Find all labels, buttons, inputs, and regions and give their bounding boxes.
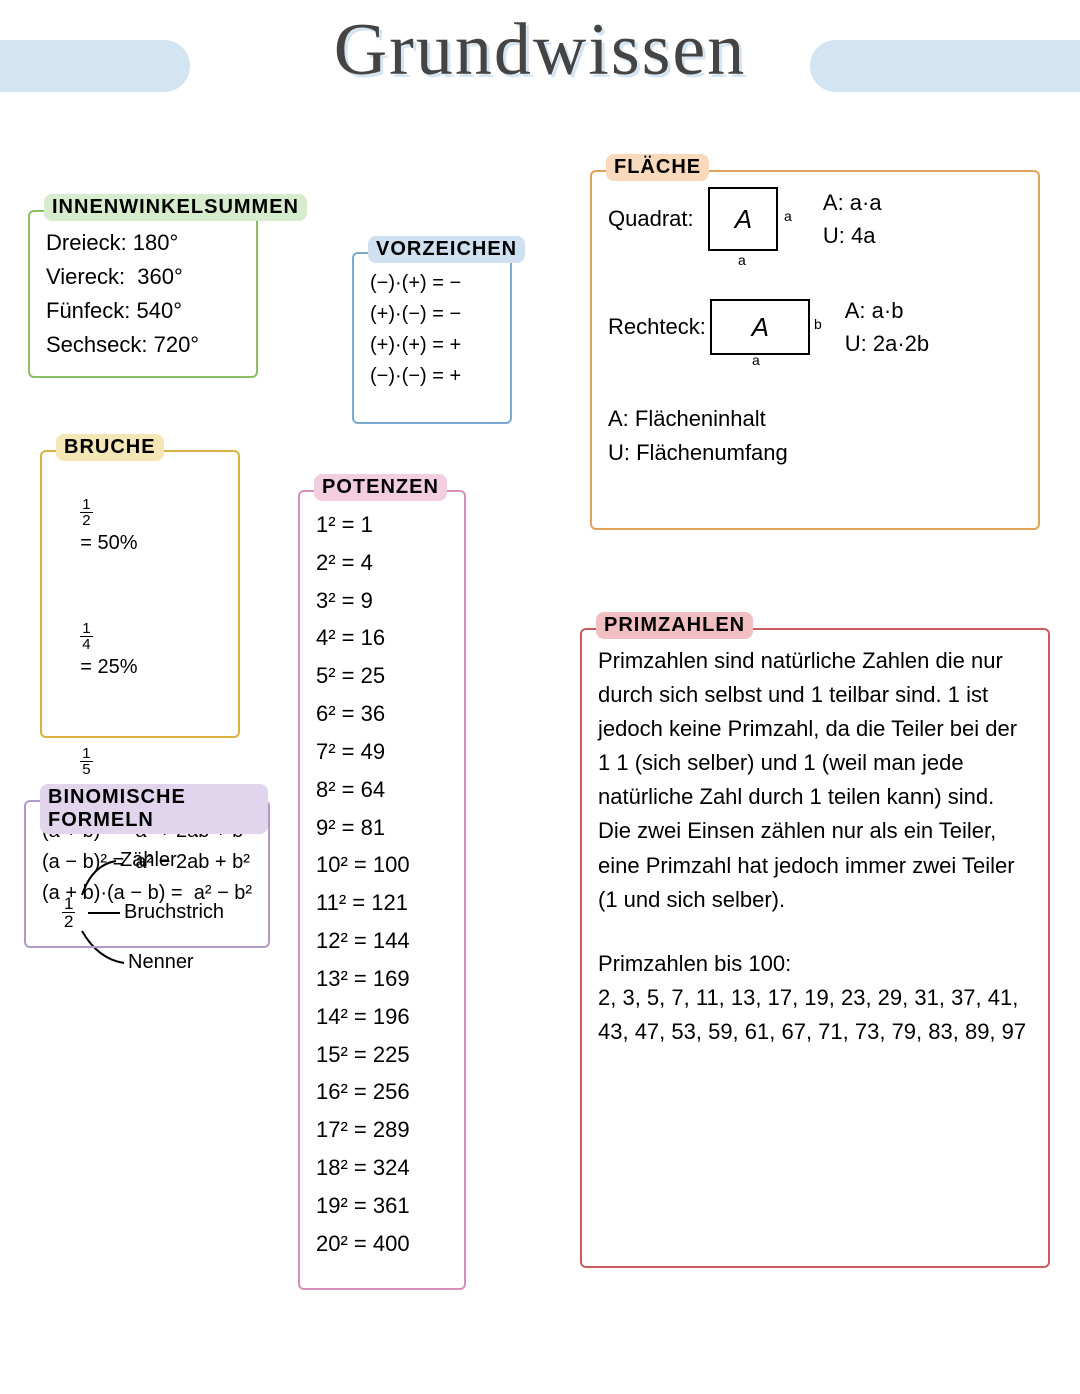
potenzen-line: 3² = 9 (316, 582, 448, 620)
vorzeichen-label: VORZEICHEN (368, 236, 525, 263)
bruche-row: 12 = 50% (58, 466, 222, 590)
binom-line: (a + b)·(a − b) = a² − b² (42, 878, 252, 909)
vorzeichen-line: (+)·(+) = + (370, 330, 494, 361)
bruche-label: BRUCHE (56, 434, 164, 461)
potenzen-line: 13² = 169 (316, 960, 448, 998)
bruche-box: BRUCHE 12 = 50% 14 = 25% 15 = 20% 12 Zäh… (40, 450, 240, 738)
binom-line: (a − b)² = a² − 2ab + b² (42, 847, 252, 878)
quadrat-txt: Quadrat: (608, 206, 704, 232)
potenzen-line: 10² = 100 (316, 846, 448, 884)
primzahlen-label: PRIMZAHLEN (596, 612, 753, 639)
potenzen-line: 19² = 361 (316, 1187, 448, 1225)
flaeche-label: FLÄCHE (606, 154, 709, 181)
bruche-pct: = 25% (80, 656, 137, 678)
potenzen-line: 16² = 256 (316, 1073, 448, 1111)
flaeche-quadrat: Quadrat: A a a A: a·a U: 4a (608, 186, 1022, 252)
flaeche-box: FLÄCHE Quadrat: A a a A: a·a U: 4a Recht… (590, 170, 1040, 530)
potenzen-line: 8² = 64 (316, 771, 448, 809)
potenzen-line: 18² = 324 (316, 1149, 448, 1187)
potenzen-line: 5² = 25 (316, 657, 448, 695)
potenzen-line: 1² = 1 (316, 506, 448, 544)
potenzen-line: 20² = 400 (316, 1225, 448, 1263)
potenzen-line: 14² = 196 (316, 998, 448, 1036)
diag-nenner: Nenner (128, 951, 194, 974)
fraction-icon: 15 (80, 746, 92, 777)
innenwinkel-line: Fünfeck: 540° (46, 294, 240, 328)
primzahlen-box: PRIMZAHLEN Primzahlen sind natürliche Za… (580, 628, 1050, 1268)
fraction-icon: 14 (80, 621, 92, 652)
rechteck-txt: Rechteck: (608, 314, 706, 340)
vorzeichen-box: VORZEICHEN (−)·(+) = − (+)·(−) = − (+)·(… (352, 252, 512, 424)
flaeche-legend: U: Flächenumfang (608, 436, 1022, 470)
innenwinkel-line: Viereck: 360° (46, 260, 240, 294)
side-a: a (784, 208, 792, 224)
potenzen-line: 12² = 144 (316, 922, 448, 960)
vorzeichen-line: (+)·(−) = − (370, 299, 494, 330)
page-title: Grundwissen (0, 8, 1080, 93)
innenwinkel-box: INNENWINKELSUMMEN Dreieck: 180° Viereck:… (28, 210, 258, 378)
side-a: a (752, 352, 760, 368)
potenzen-line: 6² = 36 (316, 695, 448, 733)
potenzen-line: 9² = 81 (316, 809, 448, 847)
bruche-row: 14 = 25% (58, 590, 222, 714)
vorzeichen-line: (−)·(+) = − (370, 268, 494, 299)
potenzen-line: 11² = 121 (316, 884, 448, 922)
potenzen-line: 7² = 49 (316, 733, 448, 771)
binom-label: BINOMISCHE FORMELN (40, 784, 268, 834)
primzahlen-list-label: Primzahlen bis 100: (598, 947, 1032, 981)
fraction-icon: 12 (80, 497, 92, 528)
binom-box: BINOMISCHE FORMELN (a + b)² = a² + 2ab +… (24, 800, 270, 948)
potenzen-line: 2² = 4 (316, 544, 448, 582)
innenwinkel-line: Sechseck: 720° (46, 328, 240, 362)
bruche-pct: = 50% (80, 532, 137, 554)
innenwinkel-label: INNENWINKELSUMMEN (44, 194, 307, 221)
quadrat-eq: A: a·a U: 4a (823, 186, 882, 252)
flaeche-legend: A: Flächeninhalt (608, 402, 1022, 436)
primzahlen-text: Primzahlen sind natürliche Zahlen die nu… (598, 644, 1032, 917)
potenzen-line: 15² = 225 (316, 1036, 448, 1074)
square-icon: A (708, 187, 778, 251)
rect-icon: A (710, 299, 810, 355)
potenzen-box: POTENZEN 1² = 12² = 43² = 94² = 165² = 2… (298, 490, 466, 1290)
potenzen-line: 17² = 289 (316, 1111, 448, 1149)
side-a: a (738, 252, 746, 268)
innenwinkel-line: Dreieck: 180° (46, 226, 240, 260)
primzahlen-list: 2, 3, 5, 7, 11, 13, 17, 19, 23, 29, 31, … (598, 981, 1032, 1049)
side-b: b (814, 316, 822, 332)
vorzeichen-line: (−)·(−) = + (370, 361, 494, 392)
rechteck-eq: A: a·b U: 2a·2b (845, 294, 929, 360)
potenzen-label: POTENZEN (314, 474, 447, 501)
flaeche-rechteck: Rechteck: A b a A: a·b U: 2a·2b (608, 294, 1022, 360)
potenzen-line: 4² = 16 (316, 619, 448, 657)
